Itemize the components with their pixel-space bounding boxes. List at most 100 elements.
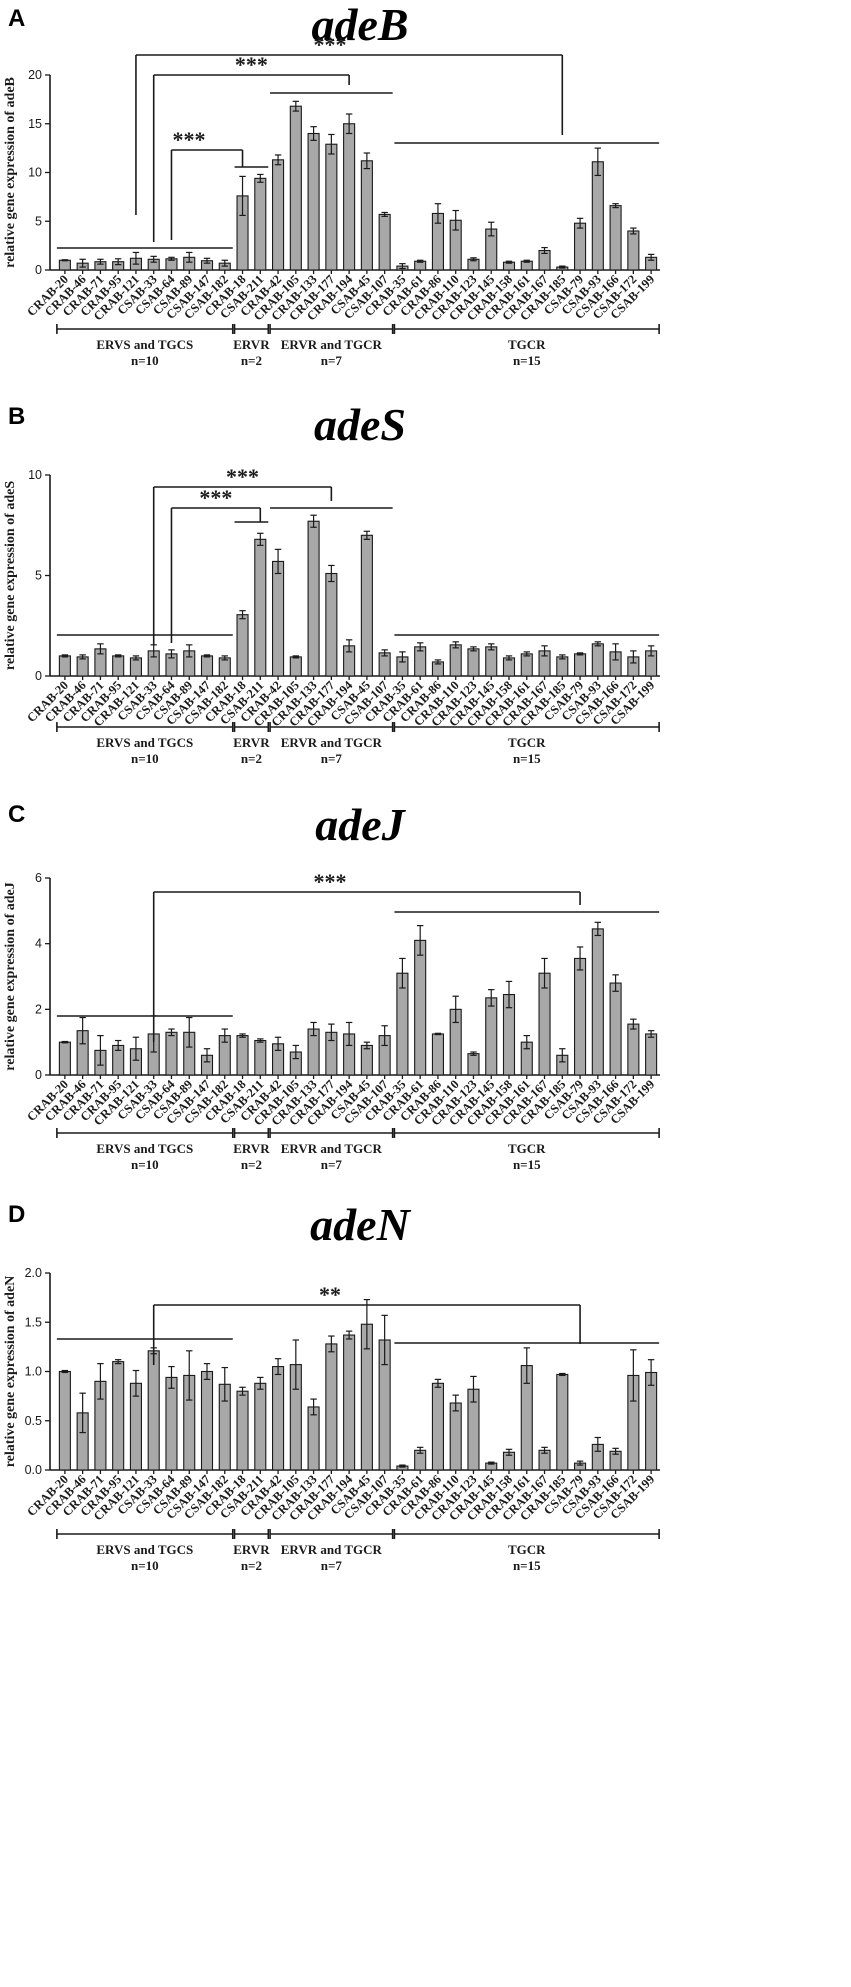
panel-letter: A xyxy=(8,5,25,32)
bar xyxy=(609,205,622,271)
group-label: ERVS and TGCS xyxy=(96,337,193,352)
bar xyxy=(254,1382,267,1471)
y-tick-label: 0 xyxy=(35,263,42,277)
bar xyxy=(218,657,231,677)
chart-title: adeS xyxy=(314,400,406,450)
significance-stars: *** xyxy=(314,869,347,894)
bar xyxy=(307,132,320,271)
group-label: ERVR and TGCR xyxy=(281,337,383,352)
group-n: n=10 xyxy=(131,353,159,368)
group-label: ERVR and TGCR xyxy=(281,1542,383,1557)
bar xyxy=(200,655,214,677)
bar xyxy=(343,123,356,271)
bar xyxy=(449,1402,462,1471)
group-n: n=10 xyxy=(131,1558,159,1573)
bar xyxy=(574,222,587,271)
y-tick-label: 1.0 xyxy=(25,1365,42,1379)
group-n: n=15 xyxy=(513,1558,541,1573)
group-label: ERVS and TGCS xyxy=(96,1141,193,1156)
significance-stars: ** xyxy=(319,1282,341,1307)
y-axis-label: relative gene expression of adeJ xyxy=(3,882,18,1070)
y-axis-label: relative gene expression of adeB xyxy=(3,77,18,268)
bar xyxy=(236,1390,249,1471)
chart-title: adeJ xyxy=(315,800,406,850)
group-n: n=7 xyxy=(321,1558,343,1573)
y-axis-label: relative gene expression of adeS xyxy=(3,481,18,670)
bar xyxy=(502,657,516,677)
bar xyxy=(556,1373,569,1471)
group-n: n=2 xyxy=(241,1157,262,1172)
group-n: n=10 xyxy=(131,1157,159,1172)
bar xyxy=(627,1023,640,1076)
y-tick-label: 2.0 xyxy=(25,1266,42,1280)
bar xyxy=(272,1366,285,1471)
significance-stars: *** xyxy=(226,464,259,489)
panel-letter: B xyxy=(8,403,25,430)
y-tick-label: 4 xyxy=(35,937,42,951)
group-n: n=7 xyxy=(321,1157,343,1172)
bar xyxy=(254,1039,267,1076)
bar xyxy=(307,1406,320,1471)
bar xyxy=(360,534,373,677)
significance-stars: *** xyxy=(314,32,347,57)
y-tick-label: 5 xyxy=(35,569,42,583)
bar xyxy=(343,1334,356,1471)
bar xyxy=(254,538,267,677)
group-label: ERVR and TGCR xyxy=(281,1141,383,1156)
group-n: n=15 xyxy=(513,353,541,368)
chart-title: adeN xyxy=(310,1200,411,1250)
group-label: ERVS and TGCS xyxy=(96,735,193,750)
chart-title: adeB xyxy=(311,0,408,50)
bar xyxy=(112,655,125,677)
bar xyxy=(236,1035,249,1076)
group-label: ERVR xyxy=(233,1542,270,1557)
group-label: ERVR xyxy=(233,337,270,352)
significance-stars: *** xyxy=(235,52,268,77)
bar xyxy=(449,644,462,677)
bar xyxy=(289,105,302,271)
bar xyxy=(591,643,604,677)
bar xyxy=(129,657,142,677)
y-tick-label: 20 xyxy=(28,68,42,82)
group-label: ERVR and TGCR xyxy=(281,735,383,750)
bar xyxy=(645,1371,658,1471)
y-tick-label: 10 xyxy=(28,468,42,482)
y-tick-label: 0 xyxy=(35,1068,42,1082)
group-n: n=2 xyxy=(241,353,262,368)
bar xyxy=(254,177,267,271)
bar xyxy=(485,646,498,677)
bar xyxy=(360,160,373,271)
bar xyxy=(165,1031,178,1076)
panel-letter: C xyxy=(8,801,25,828)
y-tick-label: 0.5 xyxy=(25,1414,42,1428)
bar xyxy=(58,655,71,677)
bar xyxy=(325,1343,338,1471)
group-n: n=7 xyxy=(321,353,343,368)
significance-stars: *** xyxy=(173,127,206,152)
bar xyxy=(556,656,569,677)
bar xyxy=(431,1382,444,1471)
bar xyxy=(360,1044,373,1076)
bar xyxy=(520,653,533,677)
group-label: TGCR xyxy=(508,1141,546,1156)
bar xyxy=(645,1033,658,1076)
group-label: ERVR xyxy=(233,735,270,750)
bar xyxy=(76,656,89,677)
bar xyxy=(627,230,640,271)
bar xyxy=(467,648,480,677)
y-tick-label: 1.5 xyxy=(25,1315,42,1329)
bar xyxy=(414,939,427,1076)
group-n: n=2 xyxy=(241,751,262,766)
bar xyxy=(147,1350,160,1471)
y-tick-label: 6 xyxy=(35,871,42,885)
y-tick-label: 0 xyxy=(35,669,42,683)
group-label: TGCR xyxy=(508,1542,546,1557)
bar xyxy=(325,572,338,677)
bar xyxy=(574,957,587,1076)
